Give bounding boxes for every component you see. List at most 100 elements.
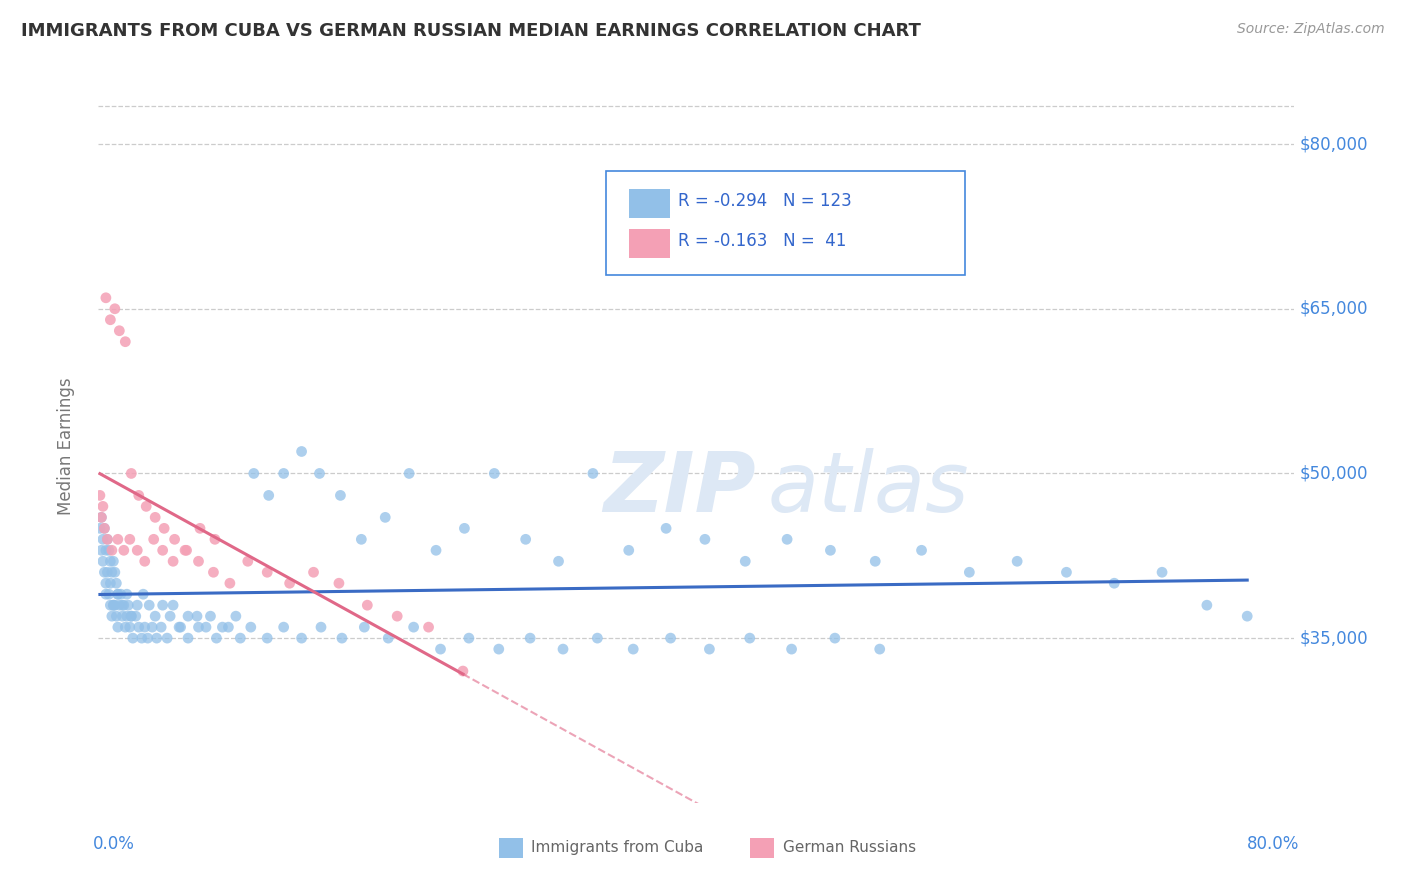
- Point: [138, 598, 160, 612]
- Point: [1195, 598, 1218, 612]
- Point: [107, 533, 129, 547]
- Point: [273, 467, 295, 481]
- Text: ZIP: ZIP: [603, 449, 756, 529]
- Point: [111, 598, 134, 612]
- Point: [118, 620, 141, 634]
- Point: [142, 533, 165, 547]
- Point: [131, 631, 153, 645]
- Point: [101, 609, 124, 624]
- Point: [143, 609, 166, 624]
- Point: [103, 598, 125, 612]
- Point: [425, 543, 447, 558]
- Point: [204, 533, 226, 547]
- Point: [112, 543, 135, 558]
- Point: [824, 631, 846, 645]
- Point: [104, 301, 127, 316]
- Text: $35,000: $35,000: [1299, 629, 1368, 647]
- Point: [94, 291, 117, 305]
- Point: [236, 554, 259, 568]
- Point: [98, 554, 122, 568]
- Point: [291, 444, 314, 458]
- Point: [134, 554, 156, 568]
- Point: [89, 521, 111, 535]
- Point: [120, 467, 142, 481]
- Text: R = -0.163   N =  41: R = -0.163 N = 41: [678, 232, 846, 250]
- Point: [97, 587, 120, 601]
- Text: German Russians: German Russians: [783, 840, 917, 855]
- Point: [186, 609, 208, 624]
- Point: [96, 566, 118, 580]
- Point: [97, 543, 120, 558]
- Point: [108, 598, 131, 612]
- Point: [291, 631, 314, 645]
- FancyBboxPatch shape: [628, 188, 669, 219]
- Point: [150, 620, 173, 634]
- Point: [91, 500, 114, 514]
- Point: [120, 609, 142, 624]
- Point: [128, 620, 150, 634]
- Point: [239, 620, 262, 634]
- Point: [159, 609, 181, 624]
- Point: [202, 566, 225, 580]
- Point: [94, 576, 117, 591]
- Point: [96, 533, 118, 547]
- Point: [176, 543, 198, 558]
- Point: [103, 554, 125, 568]
- Point: [91, 554, 114, 568]
- Point: [135, 500, 157, 514]
- Text: R = -0.294   N = 123: R = -0.294 N = 123: [678, 193, 852, 211]
- Point: [451, 664, 474, 678]
- Point: [174, 543, 197, 558]
- Point: [865, 554, 887, 568]
- Point: [152, 543, 174, 558]
- Point: [128, 488, 150, 502]
- Point: [112, 598, 135, 612]
- Point: [515, 533, 537, 547]
- Point: [256, 566, 278, 580]
- Point: [350, 533, 373, 547]
- Point: [330, 631, 353, 645]
- Point: [659, 631, 682, 645]
- Point: [547, 554, 569, 568]
- Point: [582, 467, 605, 481]
- Point: [114, 334, 136, 349]
- Y-axis label: Median Earnings: Median Earnings: [56, 377, 75, 515]
- FancyBboxPatch shape: [628, 228, 669, 259]
- Point: [353, 620, 375, 634]
- Point: [273, 620, 295, 634]
- Point: [776, 533, 799, 547]
- Point: [458, 631, 481, 645]
- Text: 0.0%: 0.0%: [93, 835, 135, 853]
- Point: [385, 609, 409, 624]
- Point: [219, 576, 242, 591]
- Point: [910, 543, 932, 558]
- Point: [156, 631, 179, 645]
- Point: [143, 510, 166, 524]
- Point: [693, 533, 716, 547]
- Point: [177, 609, 200, 624]
- Point: [101, 566, 124, 580]
- Point: [329, 488, 352, 502]
- Point: [211, 620, 233, 634]
- Point: [734, 554, 756, 568]
- Point: [90, 543, 112, 558]
- Bar: [749, 838, 773, 858]
- Point: [118, 533, 141, 547]
- Point: [132, 587, 155, 601]
- Point: [107, 587, 129, 601]
- Point: [1104, 576, 1126, 591]
- Point: [374, 510, 396, 524]
- Point: [90, 510, 112, 524]
- Point: [98, 312, 122, 326]
- Point: [1056, 566, 1078, 580]
- Point: [200, 609, 222, 624]
- Point: [141, 620, 163, 634]
- Point: [91, 533, 114, 547]
- Text: Immigrants from Cuba: Immigrants from Cuba: [531, 840, 703, 855]
- Point: [108, 324, 131, 338]
- Point: [551, 642, 574, 657]
- Point: [356, 598, 378, 612]
- Point: [617, 543, 640, 558]
- Point: [127, 543, 149, 558]
- Point: [187, 554, 209, 568]
